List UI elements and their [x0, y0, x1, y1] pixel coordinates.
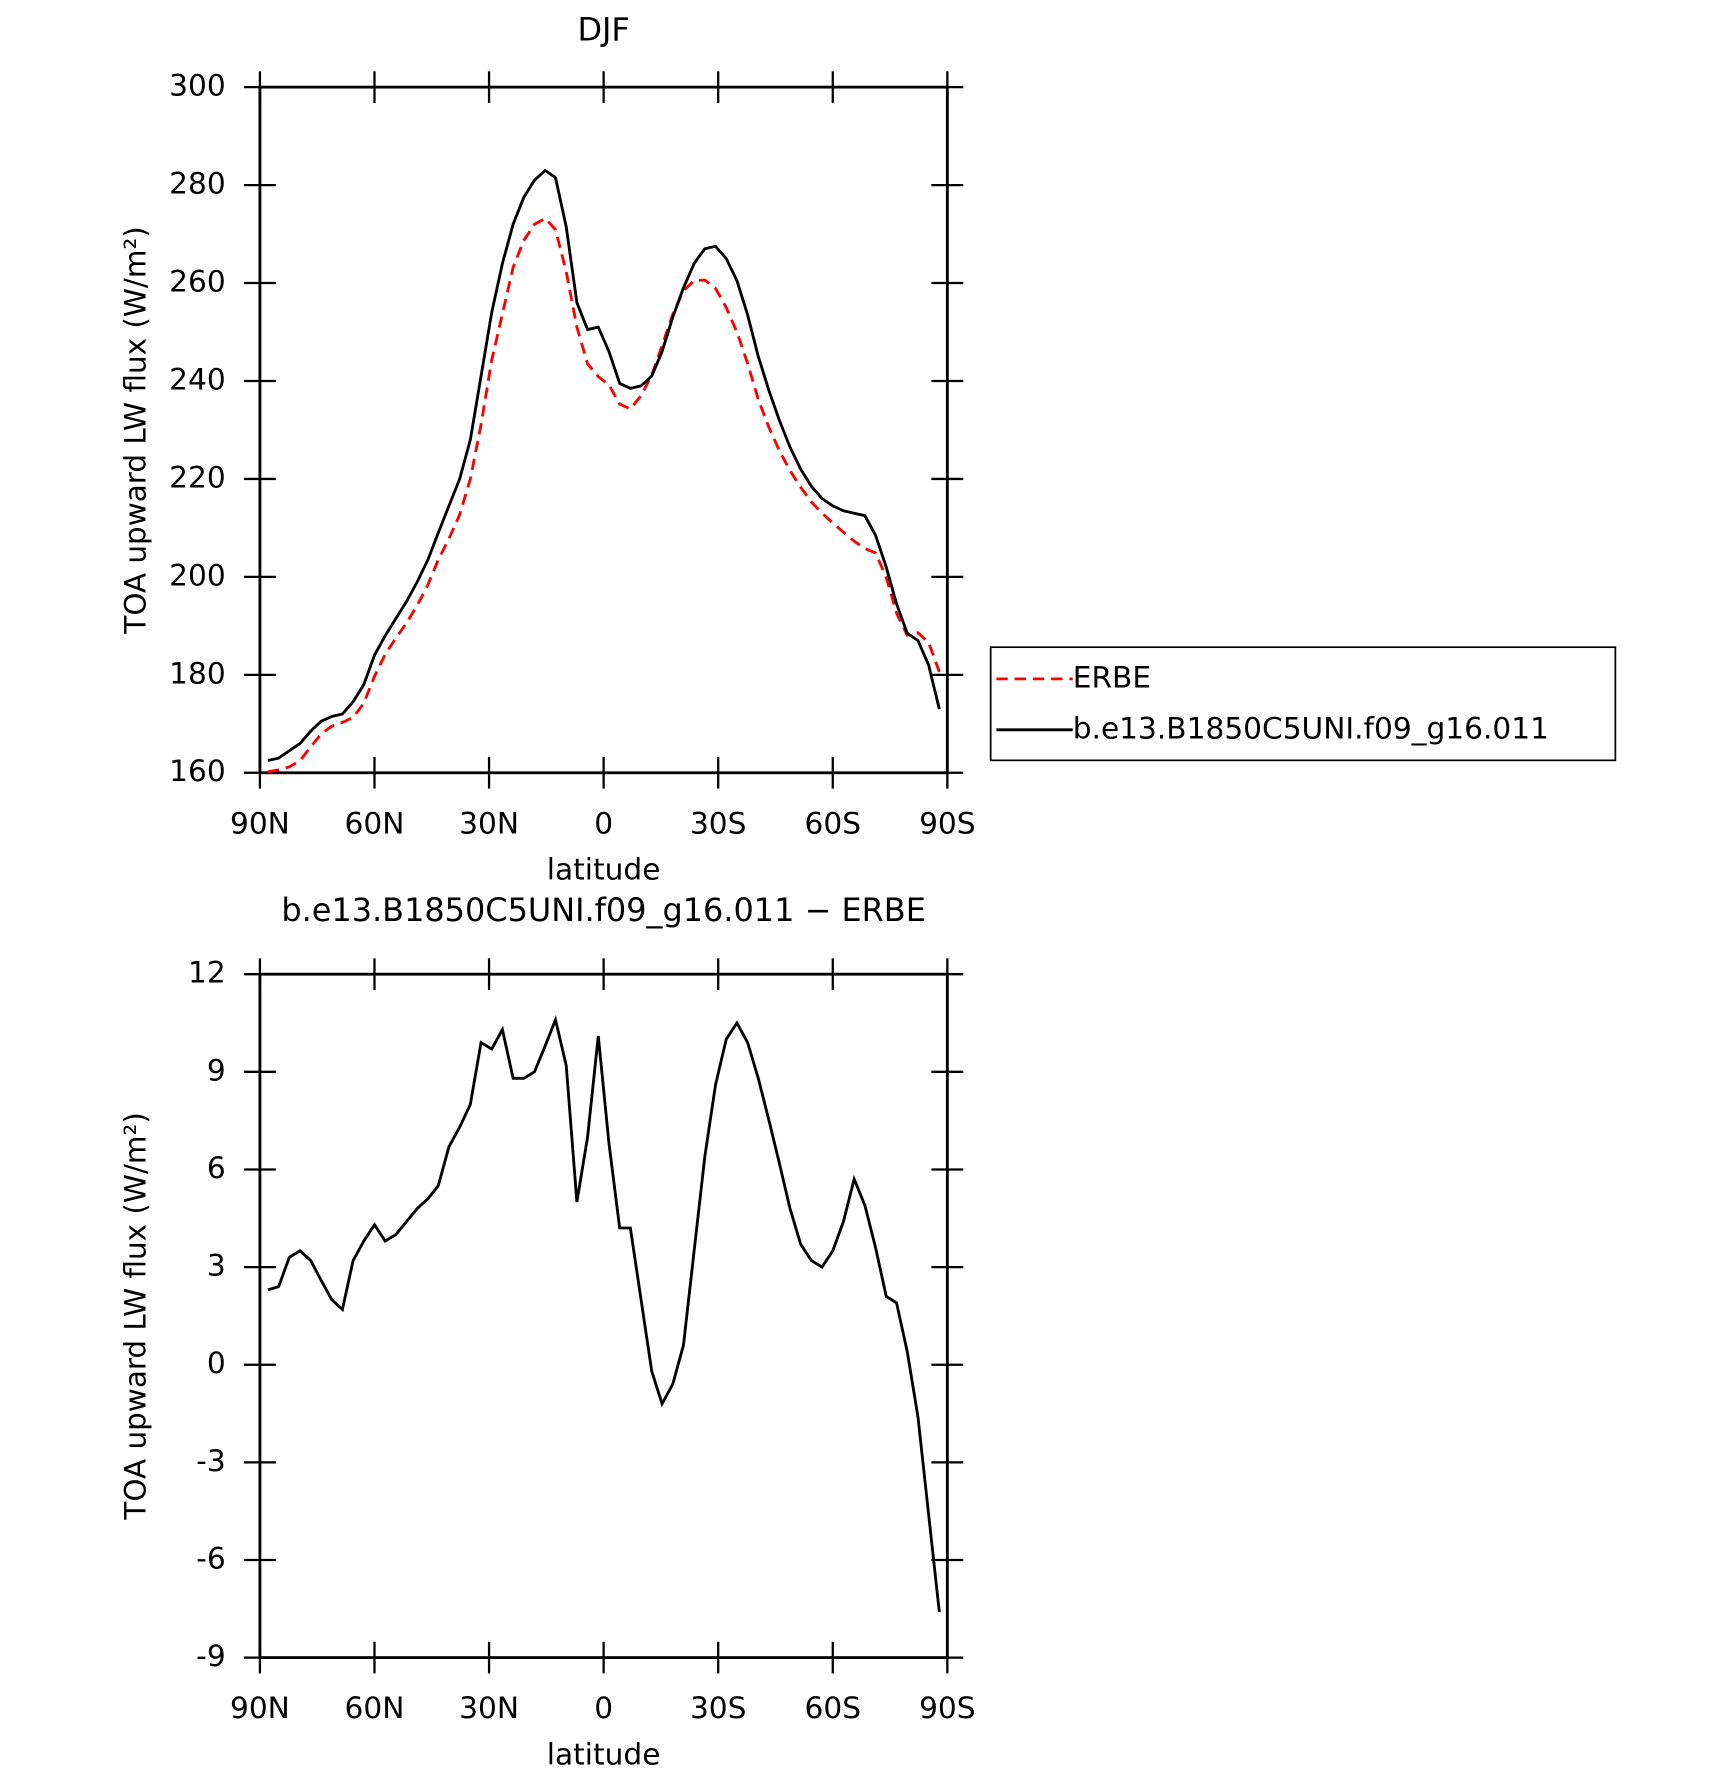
x-tick-label: 90S	[919, 1691, 976, 1725]
x-axis-label: latitude	[547, 853, 661, 887]
x-tick-label: 60N	[345, 1691, 405, 1725]
y-tick-label: -3	[196, 1444, 226, 1478]
chart-title: b.e13.B1850C5UNI.f09_g16.011 − ERBE	[281, 892, 925, 929]
y-tick-label: -6	[196, 1542, 226, 1576]
y-tick-label: 180	[169, 656, 226, 690]
y-tick-label: 9	[207, 1053, 226, 1087]
legend-box	[989, 646, 1617, 762]
x-tick-label: 90N	[230, 806, 290, 840]
y-axis-label: TOA upward LW flux (W/m²)	[118, 1112, 152, 1520]
plot-frame	[258, 972, 949, 1660]
y-tick-label: 240	[169, 363, 226, 397]
y-tick-label: 280	[169, 167, 226, 201]
x-tick-label: 30S	[690, 1691, 747, 1725]
plot-frame	[258, 85, 949, 775]
x-tick-label: 60N	[345, 806, 405, 840]
y-tick-label: -9	[196, 1639, 226, 1673]
y-tick-label: 300	[169, 69, 226, 103]
data-line	[267, 168, 941, 762]
y-axis-label: TOA upward LW flux (W/m²)	[118, 226, 152, 634]
x-tick-label: 60S	[805, 1691, 862, 1725]
chart-title: DJF	[577, 12, 629, 49]
x-tick-label: 30N	[459, 1691, 519, 1725]
x-tick-label: 0	[594, 806, 613, 840]
y-tick-label: 6	[207, 1151, 226, 1185]
y-tick-label: 3	[207, 1249, 226, 1283]
legend-label: ERBE	[1073, 660, 1151, 694]
y-tick-label: 200	[169, 558, 226, 592]
x-tick-label: 90N	[230, 1691, 290, 1725]
y-tick-label: 0	[207, 1346, 226, 1380]
x-tick-label: 30N	[459, 806, 519, 840]
x-axis-label: latitude	[547, 1738, 661, 1772]
y-tick-label: 160	[169, 754, 226, 788]
y-tick-label: 12	[188, 956, 226, 990]
data-line	[267, 216, 941, 774]
x-tick-label: 0	[594, 1691, 613, 1725]
y-tick-label: 260	[169, 265, 226, 299]
x-tick-label: 90S	[919, 806, 976, 840]
y-tick-label: 220	[169, 461, 226, 495]
x-tick-label: 30S	[690, 806, 747, 840]
legend-label: b.e13.B1850C5UNI.f09_g16.011	[1073, 711, 1549, 745]
data-line	[267, 1015, 941, 1613]
x-tick-label: 60S	[805, 806, 862, 840]
